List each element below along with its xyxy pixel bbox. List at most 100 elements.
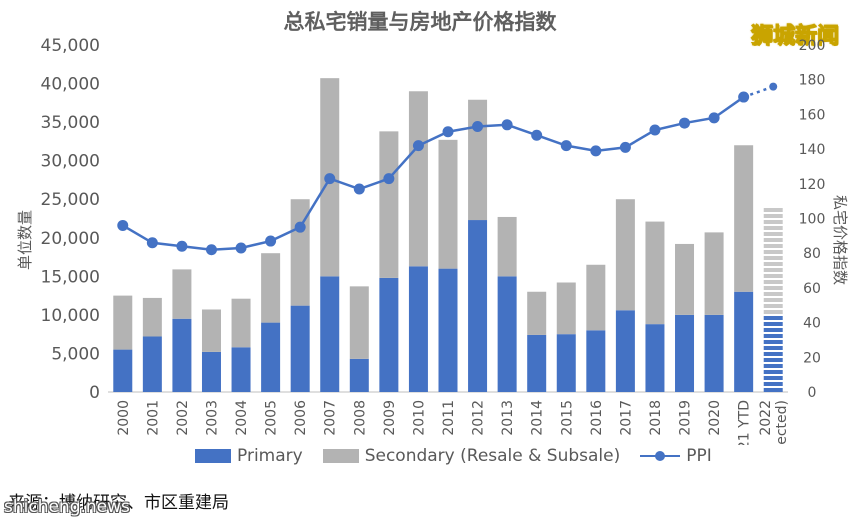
- y-left-axis-title: 单位数量: [16, 210, 34, 270]
- bar-projected-stripe: [763, 274, 783, 278]
- bar-secondary: [704, 232, 724, 315]
- bar-projected-stripe: [763, 376, 783, 380]
- y-right-tick-label: 200: [799, 38, 826, 54]
- bar-projected-stripe: [763, 280, 783, 284]
- bar-secondary: [556, 282, 576, 335]
- bar-projected-stripe: [763, 364, 783, 368]
- y-left-tick-label: 25,000: [41, 190, 100, 210]
- bar-secondary: [261, 253, 281, 323]
- bar-projected-stripe: [763, 256, 783, 260]
- ppi-line: [122, 96, 745, 251]
- ppi-point: [442, 126, 454, 138]
- bar-primary: [408, 266, 428, 392]
- ppi-point: [176, 240, 188, 252]
- x-tick-label: 2005: [264, 400, 280, 436]
- bar-secondary: [734, 145, 754, 292]
- bar-projected-stripe: [763, 334, 783, 338]
- bar-projected-stripe: [763, 220, 783, 224]
- ppi-point-projected: [769, 82, 778, 91]
- bar-projected-stripe: [763, 268, 783, 272]
- y-left-tick-label: 5,000: [51, 344, 100, 364]
- y-right-axis-title: 私宅价格指数: [831, 195, 849, 285]
- x-tick-label: 2004: [234, 400, 250, 436]
- bar-secondary: [438, 139, 458, 269]
- x-tick-label: 2008: [352, 400, 368, 436]
- x-tick-label: 2019: [678, 400, 694, 436]
- bar-projected-stripe: [763, 262, 783, 266]
- ppi-point: [708, 112, 720, 124]
- ppi-point: [619, 141, 631, 153]
- bar-secondary: [172, 269, 192, 319]
- ppi-point: [146, 237, 158, 249]
- y-right-tick-label: 140: [799, 142, 826, 158]
- y-left-tick-label: 45,000: [41, 36, 100, 56]
- x-tick-label: 2001: [145, 400, 161, 436]
- bar-projected-stripe: [763, 292, 783, 296]
- bar-primary: [261, 322, 281, 392]
- bar-projected-stripe: [763, 358, 783, 362]
- bar-primary: [290, 305, 310, 392]
- bar-secondary: [142, 297, 162, 337]
- watermark: shicheng.news: [4, 497, 130, 517]
- bar-projected-stripe: [763, 244, 783, 248]
- y-right-tick-label: 20: [803, 350, 821, 366]
- bar-secondary: [231, 298, 251, 348]
- x-tick-label: 2020: [707, 400, 723, 436]
- ppi-point: [472, 121, 484, 133]
- bar-primary: [113, 349, 133, 392]
- chart-title: 总私宅销量与房地产价格指数: [283, 10, 557, 34]
- legend-swatch-ppi: [640, 449, 681, 463]
- x-tick-label: 2018: [648, 400, 664, 436]
- bar-projected-stripe: [763, 226, 783, 230]
- bar-primary: [172, 318, 192, 392]
- bar-secondary: [379, 131, 399, 278]
- ppi-point: [738, 91, 750, 103]
- bar-primary: [438, 268, 458, 392]
- x-tick-label: 2015: [559, 400, 575, 436]
- bar-projected-stripe: [763, 322, 783, 326]
- bar-projected-stripe: [763, 340, 783, 344]
- y-left-tick-label: 20,000: [41, 229, 100, 249]
- x-tick-label: 2013: [500, 400, 516, 436]
- bar-secondary: [675, 243, 695, 315]
- bar-primary: [586, 330, 606, 392]
- legend-item-primary: Primary: [195, 446, 303, 466]
- bar-primary: [231, 347, 251, 392]
- ppi-point: [205, 244, 217, 256]
- bar-primary: [379, 277, 399, 392]
- ppi-point: [531, 129, 543, 141]
- bar-primary: [527, 334, 547, 392]
- ppi-point: [679, 117, 691, 129]
- bar-primary: [468, 220, 488, 392]
- bar-projected-stripe: [763, 232, 783, 236]
- bar-projected-stripe: [763, 352, 783, 356]
- bar-projected-stripe: [763, 316, 783, 320]
- ppi-point: [590, 145, 602, 157]
- y-left-tick-label: 30,000: [41, 152, 100, 172]
- source-note: 来源：博纳研究、市区重建局: [8, 493, 229, 513]
- x-tick-label: 2014: [530, 400, 546, 436]
- bar-primary: [734, 291, 754, 392]
- ppi-point: [294, 221, 306, 233]
- x-tick-label: 2000: [116, 400, 132, 436]
- ppi-point: [560, 140, 572, 152]
- x-tick-label: 2021 YTD: [737, 400, 753, 445]
- y-right-tick-label: 180: [799, 73, 826, 89]
- x-tick-label: 2012: [471, 400, 487, 436]
- x-tick-label: 2017: [618, 400, 634, 436]
- legend: Primary Secondary (Resale & Subsale) PPI: [195, 446, 732, 466]
- legend-label-secondary: Secondary (Resale & Subsale): [364, 446, 621, 466]
- bar-primary: [497, 276, 517, 392]
- brand-logo: 狮城新闻: [750, 24, 839, 50]
- bar-projected-stripe: [763, 310, 783, 314]
- legend-item-ppi: PPI: [640, 446, 712, 466]
- x-tick-label: 2007: [323, 400, 339, 436]
- ppi-point: [383, 173, 395, 185]
- bar-primary: [645, 324, 665, 392]
- x-tick-label: 2003: [204, 400, 220, 436]
- bar-primary: [320, 276, 340, 392]
- bar-primary: [201, 351, 221, 392]
- y-left-tick-label: 0: [89, 383, 100, 403]
- x-tick-label: 2006: [293, 400, 309, 436]
- bar-primary: [142, 336, 162, 392]
